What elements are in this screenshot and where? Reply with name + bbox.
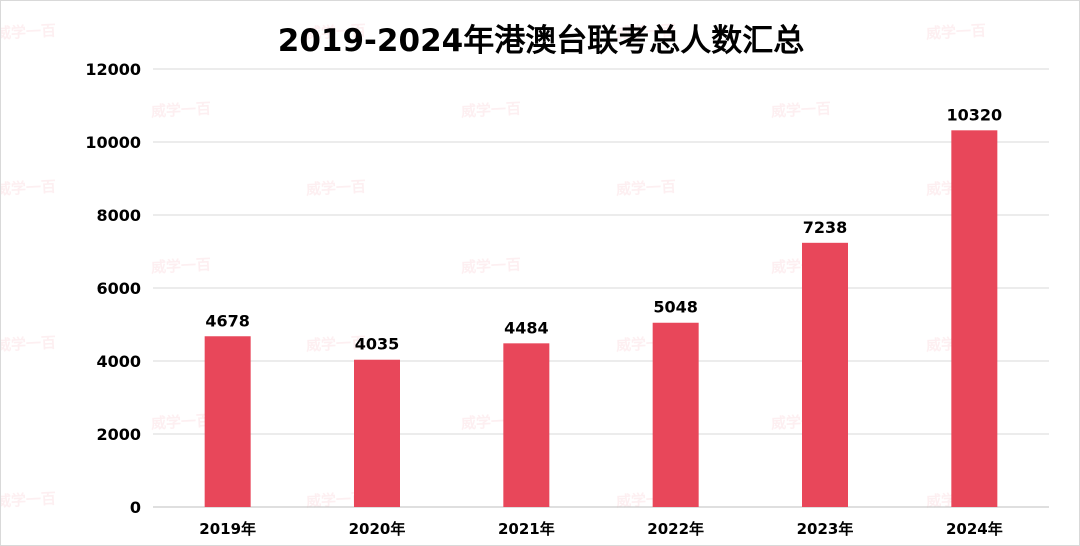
y-tick-label: 6000 — [96, 279, 141, 298]
x-tick-label: 2020年 — [349, 520, 406, 538]
bar — [503, 343, 550, 507]
x-tick-label: 2021年 — [498, 520, 555, 538]
data-label: 4035 — [355, 335, 400, 354]
y-tick-label: 2000 — [96, 425, 141, 444]
x-tick-label: 2023年 — [797, 520, 854, 538]
y-tick-label: 4000 — [96, 352, 141, 371]
y-tick-label: 8000 — [96, 206, 141, 225]
x-tick-label: 2024年 — [946, 520, 1003, 538]
bar — [354, 359, 400, 507]
data-label: 4678 — [205, 311, 250, 330]
data-label: 4484 — [504, 318, 549, 337]
bar — [802, 242, 848, 508]
bar — [652, 322, 699, 507]
y-tick-label: 12000 — [85, 60, 141, 79]
y-tick-label: 10000 — [85, 133, 141, 152]
data-label: 7238 — [803, 218, 848, 237]
bar — [951, 130, 998, 507]
data-label: 5048 — [653, 298, 698, 317]
data-label: 10320 — [946, 105, 1002, 124]
x-tick-label: 2019年 — [199, 520, 256, 538]
bar — [204, 336, 251, 507]
x-tick-label: 2022年 — [647, 520, 704, 538]
y-tick-label: 0 — [130, 498, 141, 517]
chart-title: 2019-2024年港澳台联考总人数汇总 — [277, 23, 805, 59]
